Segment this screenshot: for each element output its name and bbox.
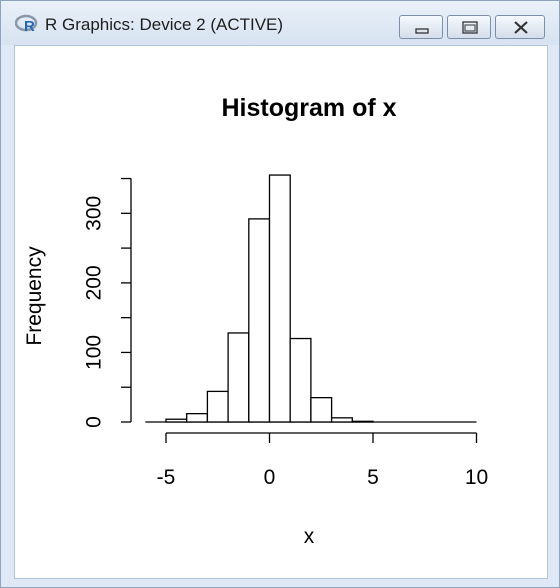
window-title: R Graphics: Device 2 (ACTIVE) <box>45 15 284 34</box>
y-tick-label: 0 <box>83 416 106 428</box>
histogram-bar <box>310 397 333 423</box>
y-axis: 0 100 200 300 <box>83 177 132 428</box>
x-tick-label: 0 <box>264 466 276 489</box>
x-axis: -5 0 5 10 <box>157 432 488 489</box>
r-logo-icon[interactable]: R <box>14 14 39 35</box>
histogram-chart: Histogram of x x Frequency -5 0 5 10 0 100 20… <box>23 94 488 548</box>
chart-title: Histogram of x <box>221 94 396 122</box>
minimize-button[interactable] <box>399 15 443 39</box>
maximize-button[interactable] <box>447 15 491 39</box>
histogram-bar <box>351 420 374 423</box>
histogram-bar <box>268 174 291 423</box>
close-button[interactable] <box>495 15 545 39</box>
close-icon <box>514 21 528 34</box>
x-axis-label: x <box>304 525 315 548</box>
histogram-bar <box>206 390 229 423</box>
y-tick-label: 200 <box>83 265 106 300</box>
histogram-bar <box>289 337 312 423</box>
x-tick-label: 5 <box>367 466 379 489</box>
title-bar[interactable]: R R Graphics: Device 2 (ACTIVE) <box>1 1 559 45</box>
plot-area: Histogram of x x Frequency -5 0 5 10 0 100 20… <box>14 45 548 579</box>
histogram-bar <box>248 218 271 423</box>
x-tick-label: -5 <box>157 466 176 489</box>
x-tick-label: 10 <box>465 466 488 489</box>
y-tick-label: 300 <box>83 196 106 231</box>
maximize-icon <box>462 21 478 34</box>
y-axis-label: Frequency <box>23 246 46 346</box>
y-tick-label: 100 <box>83 335 106 370</box>
svg-text:R: R <box>24 18 35 34</box>
histogram-bar <box>165 418 188 423</box>
histogram-bar <box>186 413 209 423</box>
histogram-bar <box>330 417 353 423</box>
histogram-bars <box>145 174 477 423</box>
histogram-bar <box>227 332 250 423</box>
minimize-icon <box>415 28 429 34</box>
